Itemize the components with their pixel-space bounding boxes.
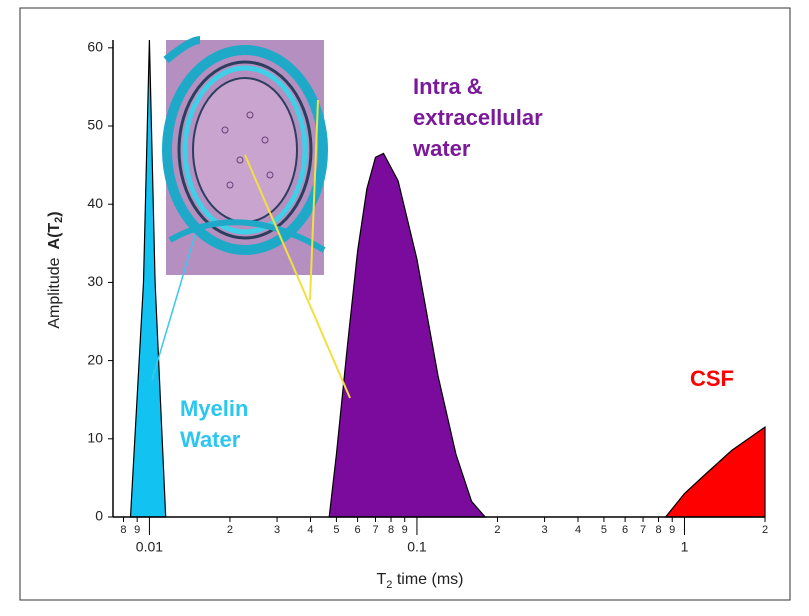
series-label: extracellular [413,105,543,130]
series-label: CSF [690,366,734,391]
x-tick-label: 4 [307,524,313,536]
y-tick-label: 40 [87,195,103,211]
y-tick-label: 0 [95,508,103,524]
x-tick-label: 6 [622,524,628,536]
x-axis-label: T2 time (ms) [376,571,463,591]
y-tick-label: 10 [87,430,103,446]
x-tick-label: 6 [355,524,361,536]
y-tick-label: 60 [87,39,103,55]
area [664,425,766,518]
x-major-tick-label: 0.01 [136,539,163,555]
x-tick-label: 2 [762,524,768,536]
micrograph-inset [151,36,351,399]
x-tick-label: 3 [274,524,280,536]
series-label: water [412,136,471,161]
x-tick-label: 9 [134,524,140,536]
series-label: Intra & [413,74,483,99]
x-tick-label: 4 [575,524,581,536]
y-tick-label: 30 [87,273,103,289]
x-major-tick-label: 0.1 [407,539,427,555]
area [328,152,487,518]
series-label: Myelin [180,396,248,421]
x-tick-label: 2 [494,524,500,536]
x-tick-label: 7 [640,524,646,536]
x-tick-label: 7 [372,524,378,536]
frame [19,7,791,601]
area [129,39,167,518]
x-tick-label: 9 [669,524,675,536]
series-label: Water [180,427,241,452]
x-tick-label: 8 [655,524,661,536]
x-tick-label: 2 [227,524,233,536]
x-tick-label: 5 [333,524,339,536]
x-tick-label: 9 [402,524,408,536]
x-tick-label: 5 [601,524,607,536]
y-axis-label: AmplitudeA(T2) [46,211,65,328]
y-tick-label: 50 [87,117,103,133]
x-tick-label: 3 [542,524,548,536]
x-major-tick-label: 1 [681,539,689,555]
x-tick-label: 8 [120,524,126,536]
x-tick-label: 8 [388,524,394,536]
y-tick-label: 20 [87,351,103,367]
